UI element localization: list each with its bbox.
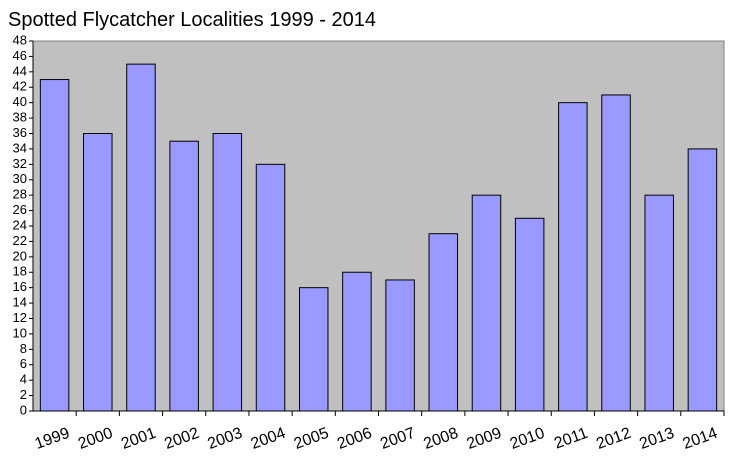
x-tick-label: 2006 xyxy=(335,425,374,453)
y-tick-label: 28 xyxy=(13,187,27,202)
y-tick-label: 48 xyxy=(13,32,27,47)
y-tick-label: 16 xyxy=(13,279,27,294)
y-tick-label: 40 xyxy=(13,94,27,109)
x-tick-label: 2014 xyxy=(681,425,720,453)
bar xyxy=(644,194,674,412)
y-tick-label: 24 xyxy=(13,217,27,232)
bar xyxy=(601,94,631,412)
y-tick-label: 32 xyxy=(13,156,27,171)
x-tick-label: 2009 xyxy=(465,425,504,453)
bar xyxy=(558,102,588,412)
x-tick-label: 2004 xyxy=(249,425,288,453)
bar xyxy=(255,163,286,412)
x-tick-label: 2008 xyxy=(421,425,460,453)
x-tick-label: 2007 xyxy=(378,425,417,453)
x-tick-label: 2005 xyxy=(292,425,331,453)
y-tick-label: 44 xyxy=(13,63,27,78)
x-tick-label: 1999 xyxy=(33,425,72,453)
x-tick-label: 2002 xyxy=(162,425,201,453)
y-tick-label: 46 xyxy=(13,48,27,63)
y-tick-label: 18 xyxy=(13,264,27,279)
y-tick-label: 10 xyxy=(13,325,27,340)
bar xyxy=(212,133,243,412)
y-tick-label: 2 xyxy=(20,387,27,402)
x-tick-label: 2013 xyxy=(637,425,676,453)
x-tick-label: 2000 xyxy=(76,425,115,453)
bar xyxy=(83,133,113,412)
y-tick-label: 20 xyxy=(13,248,27,263)
y-tick-label: 14 xyxy=(13,295,27,310)
x-tick-label: 2003 xyxy=(205,425,244,453)
bar xyxy=(298,287,329,412)
y-tick-label: 8 xyxy=(20,341,27,356)
y-tick-label: 36 xyxy=(13,125,27,140)
y-tick-label: 38 xyxy=(13,110,27,125)
x-tick-label: 2011 xyxy=(552,425,590,453)
bar xyxy=(385,279,415,412)
bar xyxy=(169,140,199,412)
chart-title: Spotted Flycatcher Localities 1999 - 201… xyxy=(8,9,376,31)
x-tick-label: 2001 xyxy=(119,425,158,453)
y-tick-label: 30 xyxy=(13,171,27,186)
y-tick-label: 12 xyxy=(13,310,27,325)
y-tick-label: 6 xyxy=(20,356,27,371)
y-tick-label: 42 xyxy=(13,79,27,94)
bar xyxy=(342,271,372,412)
bar xyxy=(126,63,156,412)
x-tick-label: 2010 xyxy=(508,425,547,453)
bar xyxy=(687,148,718,412)
x-tick-label: 2012 xyxy=(594,425,633,453)
y-tick-label: 26 xyxy=(13,202,27,217)
bar xyxy=(39,79,70,412)
bar xyxy=(428,233,459,412)
y-tick-label: 0 xyxy=(20,402,27,417)
y-tick-label: 4 xyxy=(20,372,27,387)
bar xyxy=(514,217,545,412)
y-tick-label: 22 xyxy=(13,233,27,248)
y-tick-label: 34 xyxy=(13,140,27,155)
bar xyxy=(471,194,502,412)
